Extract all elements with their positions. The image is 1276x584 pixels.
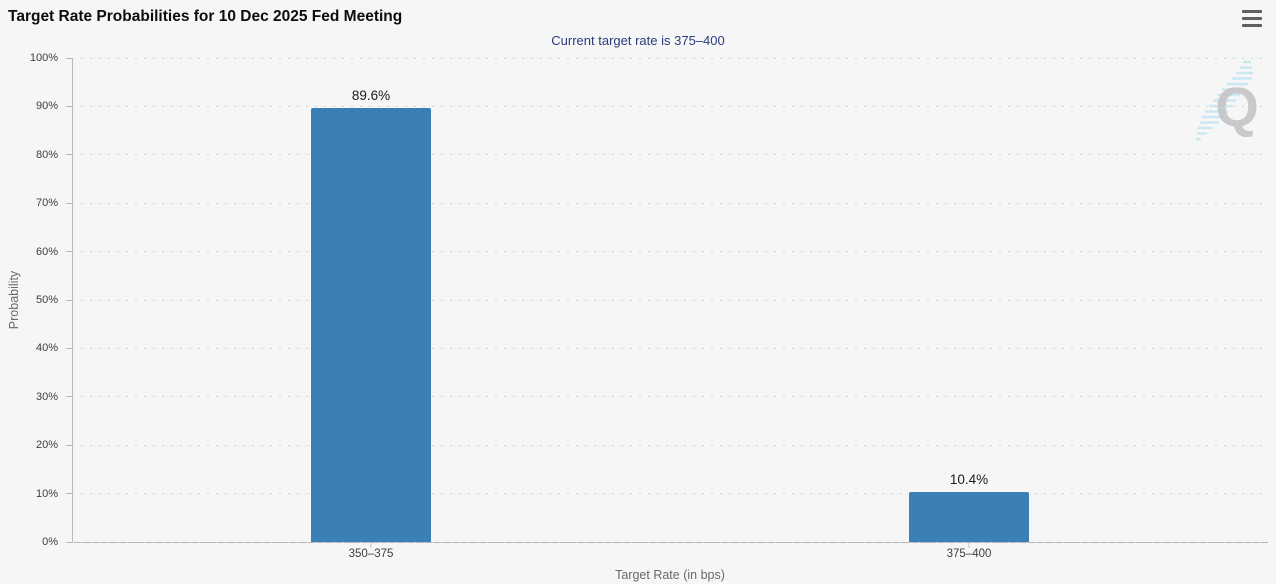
bar-375–400[interactable] (909, 491, 1029, 542)
hamburger-bar (1242, 16, 1262, 21)
gridline (72, 396, 1268, 398)
y-tick-label: 40% (35, 342, 58, 355)
y-tick-mark (66, 251, 72, 253)
gridline (72, 444, 1268, 446)
plot-area: 89.6% 10.4% (72, 57, 1268, 543)
gridline (72, 57, 1268, 59)
y-tick-label: 30% (35, 390, 58, 403)
bar-value-label: 10.4% (949, 471, 989, 487)
y-tick-mark (66, 347, 72, 349)
y-tick-mark (66, 105, 72, 107)
y-tick-label: 0% (42, 536, 58, 548)
chart-title: Target Rate Probabilities for 10 Dec 202… (8, 8, 403, 25)
gridline (72, 154, 1268, 156)
hamburger-bar (1242, 23, 1262, 27)
gridline (72, 347, 1268, 349)
gridline (72, 493, 1268, 495)
y-tick-mark (66, 541, 72, 543)
hamburger-menu-icon[interactable] (1242, 10, 1262, 27)
y-tick-label: 80% (35, 148, 58, 161)
y-tick-mark (66, 154, 72, 156)
y-tick-label: 90% (35, 100, 58, 113)
gridline (72, 202, 1268, 204)
hamburger-bar (1242, 10, 1262, 14)
x-axis-line (72, 542, 1268, 543)
x-axis-title: Target Rate (in bps) (615, 568, 725, 582)
x-tick-mark (370, 543, 372, 548)
bar-value-label: 89.6% (351, 88, 391, 104)
y-tick-marks (66, 57, 72, 543)
gridline (72, 105, 1268, 107)
y-tick-mark (66, 202, 72, 204)
x-tick-label: 375–400 (946, 548, 992, 560)
y-tick-mark (66, 493, 72, 495)
y-tick-label: 60% (35, 245, 58, 258)
y-tick-mark (66, 444, 72, 446)
y-tick-label: 20% (35, 439, 58, 452)
y-tick-labels: 0% 10% 20% 30% 40% 50% 60% 70% 80% 90% 100% (0, 52, 66, 548)
y-tick-label: 100% (29, 52, 58, 64)
gridline (72, 541, 1268, 543)
gridline (72, 251, 1268, 253)
x-tick-marks (72, 543, 1268, 548)
y-tick-mark (66, 396, 72, 398)
y-tick-label: 70% (35, 197, 58, 210)
y-tick-mark (66, 299, 72, 301)
x-tick-labels: 350–375 375–400 (72, 548, 1268, 564)
y-tick-label: 50% (35, 294, 58, 306)
chart-subtitle: Current target rate is 375–400 (551, 33, 725, 48)
x-tick-label: 350–375 (348, 548, 394, 560)
x-tick-mark (968, 543, 970, 548)
y-tick-mark (66, 57, 72, 59)
gridline (72, 299, 1268, 301)
y-tick-label: 10% (35, 487, 58, 500)
y-axis-line (72, 58, 73, 543)
bar-350–375[interactable] (311, 108, 431, 542)
